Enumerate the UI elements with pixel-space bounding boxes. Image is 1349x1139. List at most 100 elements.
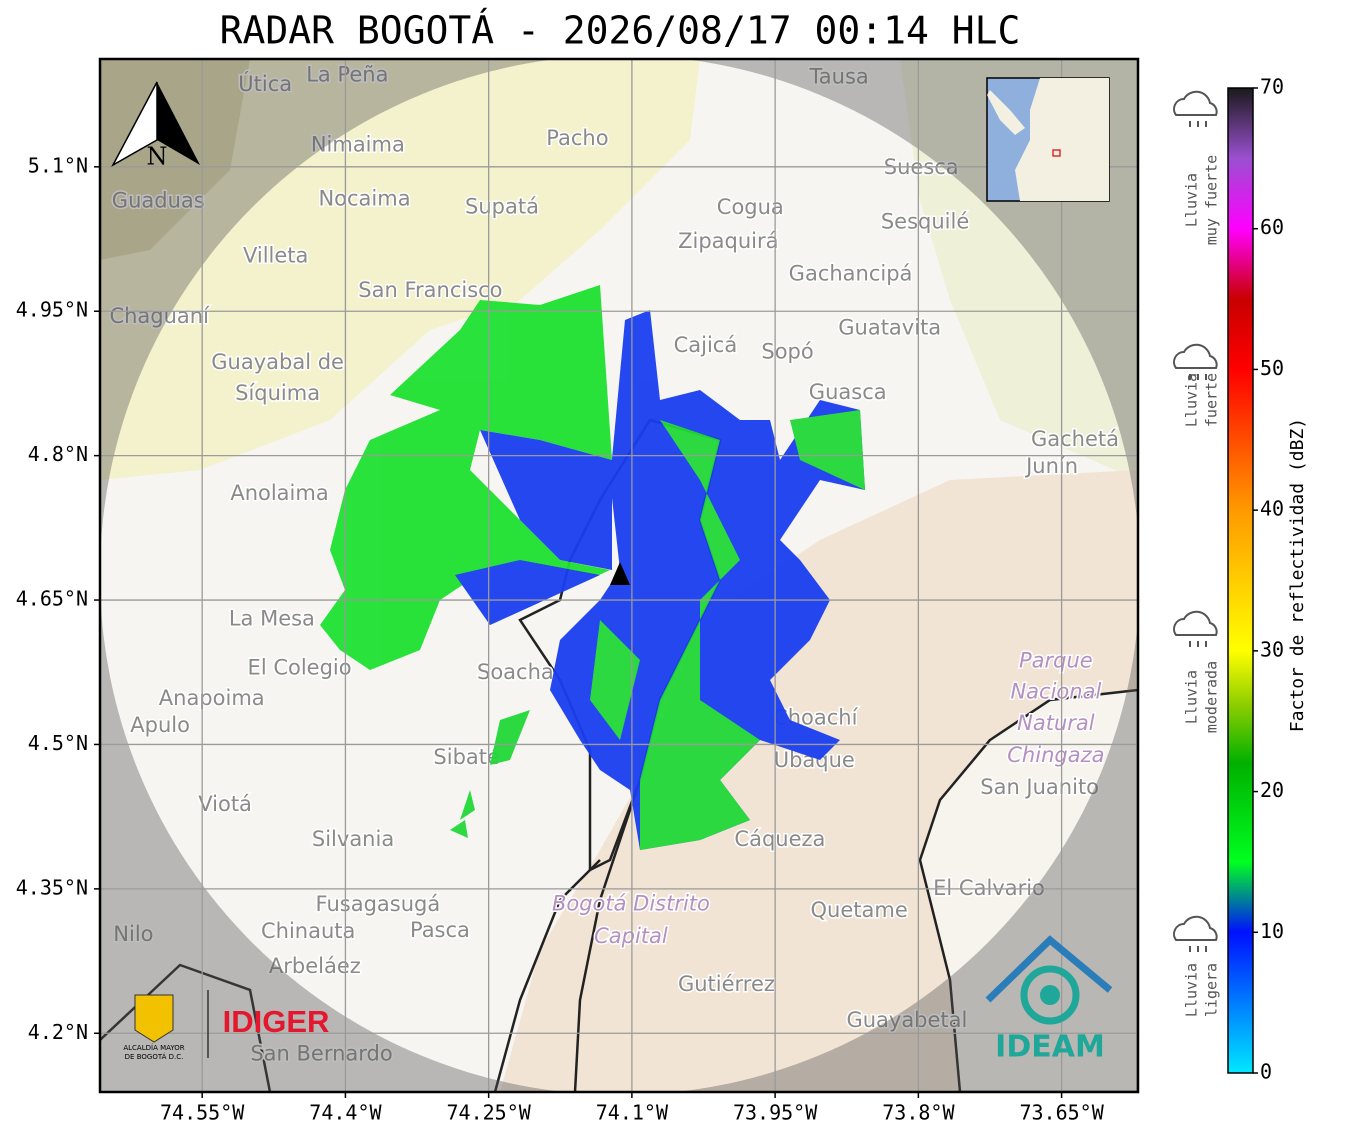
place-label: Gachancipá (789, 262, 913, 286)
colorbar: 0 10 20 30 40 50 60 70 Factor de reflectividad (… (1173, 75, 1308, 1084)
place-label: La Peña (306, 62, 388, 86)
colorbar-tick-label: 70 (1260, 75, 1284, 99)
logo-text: DE BOGOTÁ D.C. (125, 1052, 184, 1061)
place-label: Fusagasugá (316, 892, 441, 916)
y-tick-label: 4.2°N (28, 1020, 88, 1044)
rain-drops (1189, 641, 1207, 647)
place-label: Apulo (130, 713, 190, 737)
place-label: Pasca (410, 918, 470, 942)
x-tick-label: 73.95°W (733, 1101, 818, 1125)
place-label: Chinauta (261, 919, 355, 943)
rain-drops (1189, 121, 1207, 127)
place-label: Síquima (235, 381, 320, 405)
logo-text: ALCALDÍA MAYOR (123, 1043, 184, 1052)
rain-icon (1173, 343, 1218, 369)
rain-category: Lluvia moderada (1173, 610, 1221, 733)
place-label: San Francisco (358, 278, 502, 302)
place-label: Gachetá (1031, 427, 1119, 451)
place-label: Viotá (198, 792, 252, 816)
place-label: El Calvario (933, 876, 1045, 900)
colorbar-tick-label: 0 (1260, 1060, 1272, 1084)
y-tick-label: 4.5°N (28, 731, 88, 755)
place-label: Nimaima (311, 133, 405, 157)
place-label: Silvania (312, 827, 394, 851)
place-label: Bogotá Distrito (552, 891, 710, 915)
title: RADAR BOGOTÁ - 2026/08/17 00:14 HLC (220, 9, 1021, 53)
y-tick-label: 4.8°N (28, 442, 88, 466)
boundary (918, 688, 1138, 1092)
place-label: Capital (594, 924, 668, 948)
place-label: Nacional (1010, 679, 1101, 703)
colorbar-label: Factor de reflectividad (dBZ) (1287, 418, 1308, 732)
radar-site (610, 562, 630, 585)
place-label: Villeta (243, 243, 308, 267)
place-label: Cáqueza (734, 827, 825, 851)
logo-idiger: IDIGER (223, 1004, 330, 1039)
rain-icon (1173, 90, 1218, 116)
place-label: Guatavita (838, 316, 941, 340)
region (100, 59, 700, 480)
echo (455, 430, 612, 625)
place-label: Cajicá (674, 333, 738, 357)
colorbar-tick-label: 30 (1260, 637, 1284, 661)
x-tick-label: 74.4°W (309, 1101, 382, 1125)
place-label: Quetame (811, 898, 908, 922)
colorbar-tick-label: 10 (1260, 919, 1284, 943)
map: Útica La Peña Tausa Pacho Nimaima Guaduas Noca… (100, 59, 1138, 1092)
axes: 74.55°W 74.4°W 74.25°W 74.1°W 73.95°W 73.8°W 7… (16, 153, 1105, 1124)
place-label: San Juanito (980, 775, 1099, 799)
inset-map (986, 77, 1110, 202)
rain-category-label: fuerte (1203, 373, 1221, 427)
x-tick-label: 74.1°W (596, 1101, 669, 1125)
x-tick-label: 73.65°W (1019, 1101, 1104, 1125)
place-label: Guayabetal (846, 1008, 967, 1032)
rain-category-label: Lluvia (1183, 173, 1201, 227)
rain-category: Lluvia fuerte (1173, 343, 1221, 427)
place-label: Cogua (717, 195, 784, 219)
place-label: Nocaima (318, 187, 410, 211)
x-tick-label: 74.55°W (160, 1101, 245, 1125)
colorbar-tick-label: 40 (1260, 497, 1284, 521)
place-label: Natural (1017, 711, 1095, 735)
rain-category-label: Lluvia (1183, 963, 1201, 1017)
colorbar-scale (1227, 87, 1254, 1074)
rain-category-label: Lluvia (1183, 670, 1201, 724)
place-label: Chaguaní (109, 304, 210, 328)
place-label: Anolaima (230, 481, 328, 505)
logo-alcaldia: ALCALDÍA MAYOR DE BOGOTÁ D.C. (123, 990, 209, 1061)
place-label: Sopó (761, 340, 813, 364)
place-label: Guaduas (112, 188, 205, 212)
echo (450, 710, 530, 838)
place-label: Parque (1019, 649, 1093, 673)
place-label: El Colegio (248, 655, 352, 679)
rain-category: Lluvia ligera (1173, 915, 1221, 1017)
y-tick-label: 4.35°N (16, 875, 88, 899)
echo (550, 310, 865, 850)
place-label: Nilo (113, 922, 153, 946)
rain-category-label: moderada (1203, 661, 1221, 733)
place-label: Pacho (546, 126, 608, 150)
y-tick-label: 4.65°N (16, 587, 88, 611)
place-label: Tausa (808, 64, 868, 88)
rain-icon (1173, 610, 1218, 636)
places: Útica La Peña Tausa Pacho Nimaima Guaduas Noca… (108, 61, 1121, 1067)
place-label: Guasca (809, 380, 887, 404)
place-label: Gutiérrez (678, 972, 775, 996)
radar-echoes (320, 285, 865, 850)
logo-ideam: IDEAM (985, 935, 1113, 1065)
place-label: Supatá (465, 194, 539, 218)
x-tick-label: 73.8°W (882, 1101, 955, 1125)
region (100, 59, 250, 260)
rain-category-label: ligera (1203, 963, 1221, 1017)
colorbar-tick-label: 50 (1260, 356, 1284, 380)
x-tick-label: 74.25°W (447, 1101, 532, 1125)
place-label: Sesquilé (881, 210, 969, 234)
place-label: La Mesa (229, 606, 315, 630)
y-tick-label: 5.1°N (28, 153, 88, 177)
echo (590, 410, 865, 850)
north-label: N (147, 143, 168, 171)
logo-ideam-text: IDEAM (995, 1030, 1105, 1065)
rain-drops (1189, 946, 1207, 952)
place-label: San Bernardo (250, 1041, 392, 1065)
